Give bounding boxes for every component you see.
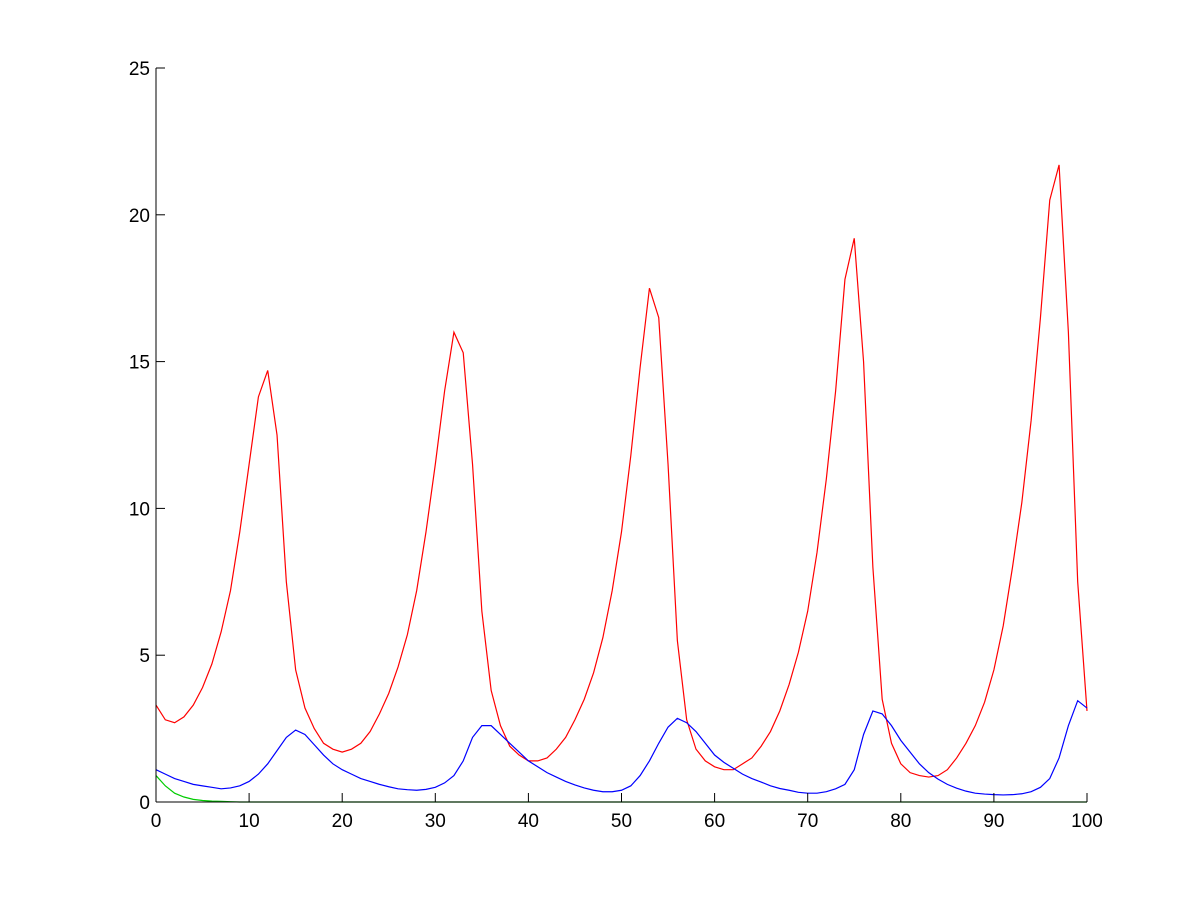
y-tick-label: 25 bbox=[129, 59, 150, 80]
y-tick-label: 20 bbox=[129, 206, 150, 227]
x-tick-label: 0 bbox=[151, 811, 162, 832]
y-tick-label: 0 bbox=[139, 793, 150, 814]
y-tick-label: 15 bbox=[129, 353, 150, 374]
x-tick-label: 70 bbox=[797, 811, 818, 832]
data-line bbox=[155, 699, 1088, 796]
x-tick-label: 30 bbox=[425, 811, 446, 832]
x-tick-label: 90 bbox=[983, 811, 1004, 832]
x-tick-label: 10 bbox=[239, 811, 260, 832]
x-tick-label: 50 bbox=[611, 811, 632, 832]
data-line bbox=[155, 164, 1088, 778]
y-tick-label: 10 bbox=[129, 499, 150, 520]
x-tick-label: 80 bbox=[890, 811, 911, 832]
y-tick-label: 5 bbox=[139, 646, 150, 667]
x-tick-label: 40 bbox=[518, 811, 539, 832]
x-tick-label: 60 bbox=[704, 811, 725, 832]
x-tick-label: 20 bbox=[332, 811, 353, 832]
x-tick-label: 100 bbox=[1071, 811, 1103, 832]
